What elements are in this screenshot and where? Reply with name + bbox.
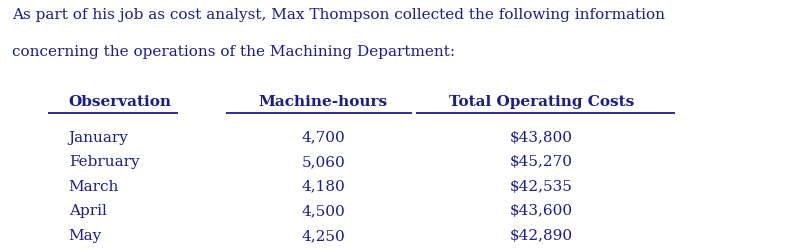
Text: May: May: [69, 228, 102, 242]
Text: March: March: [69, 179, 119, 193]
Text: Observation: Observation: [69, 95, 171, 109]
Text: April: April: [69, 204, 107, 218]
Text: $42,890: $42,890: [510, 228, 573, 242]
Text: 4,180: 4,180: [301, 179, 345, 193]
Text: $43,600: $43,600: [510, 204, 573, 218]
Text: February: February: [69, 154, 139, 168]
Text: 4,500: 4,500: [301, 204, 345, 218]
Text: Total Operating Costs: Total Operating Costs: [448, 95, 634, 109]
Text: 4,700: 4,700: [301, 130, 345, 144]
Text: $45,270: $45,270: [510, 154, 573, 168]
Text: 5,060: 5,060: [301, 154, 345, 168]
Text: concerning the operations of the Machining Department:: concerning the operations of the Machini…: [12, 45, 455, 59]
Text: Machine-hours: Machine-hours: [259, 95, 388, 109]
Text: $43,800: $43,800: [510, 130, 573, 144]
Text: As part of his job as cost analyst, Max Thompson collected the following informa: As part of his job as cost analyst, Max …: [12, 8, 665, 22]
Text: January: January: [69, 130, 128, 144]
Text: 4,250: 4,250: [301, 228, 345, 242]
Text: $42,535: $42,535: [510, 179, 573, 193]
